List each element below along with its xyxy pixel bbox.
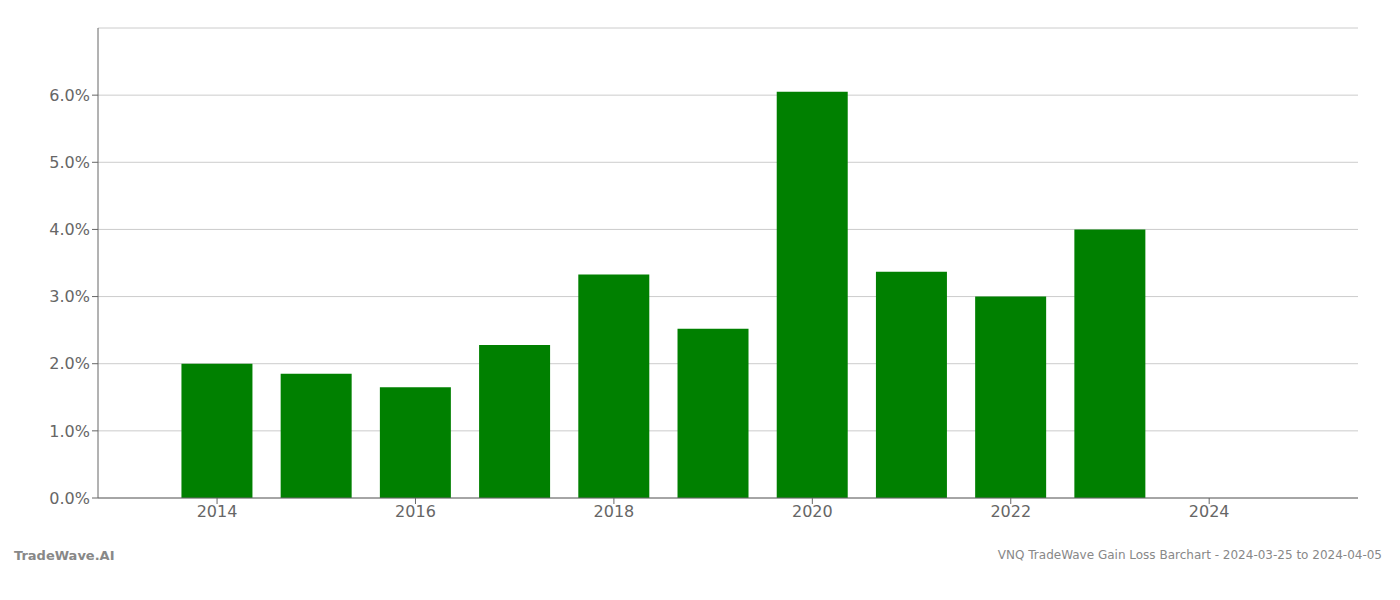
svg-text:2.0%: 2.0% — [49, 354, 90, 373]
svg-text:2022: 2022 — [990, 502, 1031, 521]
svg-text:6.0%: 6.0% — [49, 86, 90, 105]
svg-text:2020: 2020 — [792, 502, 833, 521]
svg-text:1.0%: 1.0% — [49, 422, 90, 441]
html-text:TradeWave.AI: TradeWave.AI — [14, 548, 115, 563]
svg-text:2024: 2024 — [1189, 502, 1230, 521]
svg-text:2016: 2016 — [395, 502, 436, 521]
svg-text:4.0%: 4.0% — [49, 220, 90, 239]
svg-text:5.0%: 5.0% — [49, 153, 90, 172]
svg-text:0.0%: 0.0% — [49, 489, 90, 508]
html-text:VNQ TradeWave Gain Loss Barcha: VNQ TradeWave Gain Loss Barchart - 2024-… — [997, 548, 1382, 562]
svg-text:2014: 2014 — [197, 502, 238, 521]
svg-text:2018: 2018 — [594, 502, 635, 521]
svg-text:3.0%: 3.0% — [49, 287, 90, 306]
